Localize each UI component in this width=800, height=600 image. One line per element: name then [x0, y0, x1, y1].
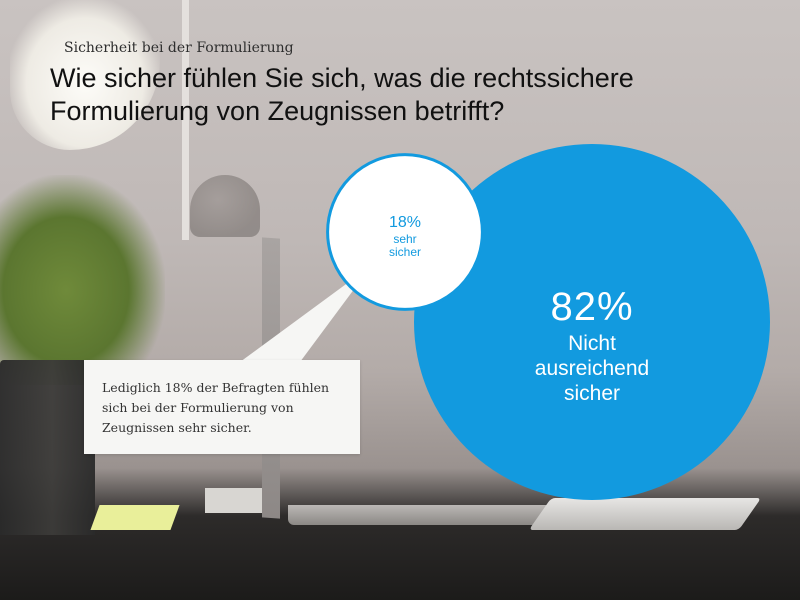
- bubble-sehr-sicher: [326, 153, 484, 311]
- callout-text: Lediglich 18% der Befragten fühlen sich …: [102, 380, 330, 435]
- slice-label-line: Nicht: [568, 332, 616, 355]
- value-label-18: 18%: [389, 214, 421, 231]
- section-subtitle: Sicherheit bei der Formulierung: [64, 40, 294, 56]
- laptop-base: [288, 505, 588, 525]
- page-title: Wie sicher fühlen Sie sich, was die rech…: [50, 63, 634, 126]
- slice-label-line: sehr: [393, 232, 416, 246]
- callout-pointer: [240, 265, 372, 362]
- bubble-nicht-ausreichend-sicher: [414, 144, 770, 500]
- plant-pot: [0, 360, 95, 535]
- desk-lamp: [190, 175, 260, 237]
- slice-label-line: ausreichend: [535, 357, 649, 380]
- value-label-82: 82%: [550, 285, 633, 329]
- slice-label-line: sicher: [564, 382, 620, 405]
- callout-box: Lediglich 18% der Befragten fühlen sich …: [84, 360, 360, 454]
- slice-label-line: sicher: [389, 245, 421, 259]
- lamp-pole: [182, 0, 189, 240]
- plant: [0, 175, 165, 385]
